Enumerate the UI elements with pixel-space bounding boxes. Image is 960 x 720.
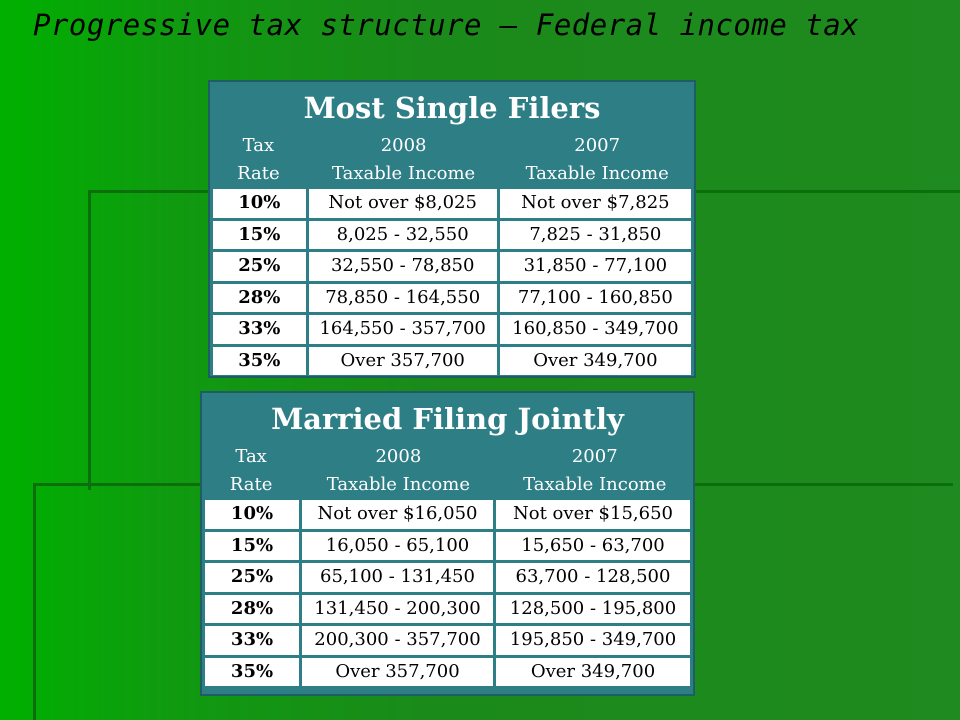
column-header: 2007 [574,135,621,156]
table-row: 25% 65,100 - 131,450 63,700 - 128,500 [205,563,690,592]
tax-rate-cell: 25% [213,252,309,281]
income-2007-cell: 160,850 - 349,700 [512,318,679,339]
income-2007-cell: 15,650 - 63,700 [521,534,665,556]
column-header: Taxable Income [525,163,669,184]
table-row: 35% Over 357,700 Over 349,700 [213,346,691,375]
table-header-row: Tax 2008 2007 [202,443,693,471]
income-2007-cell: Over 349,700 [530,660,656,682]
column-header: Rate [237,163,280,184]
column-header: Taxable Income [331,163,476,184]
table-body: 10% Not over $8,025 Not over $7,825 15% … [213,189,691,375]
table-row: 33% 164,550 - 357,700 160,850 - 349,700 [213,315,691,344]
tax-rate-cell: 33% [205,626,302,655]
income-2008-cell: Over 357,700 [302,657,496,686]
income-2008-cell: 8,025 - 32,550 [309,220,500,249]
income-2007-cell: 63,700 - 128,500 [515,566,671,587]
decorative-line [88,190,91,490]
column-header: 2007 [571,446,618,467]
income-2008-cell: 164,550 - 357,700 [309,315,500,344]
table-row: 15% 8,025 - 32,550 7,825 - 31,850 [213,220,691,249]
column-header: 2008 [375,446,422,467]
income-2008-cell: Not over $16,050 [302,500,496,529]
income-2007-cell: 77,100 - 160,850 [517,286,673,308]
table-title: Most Single Filers [303,91,601,125]
table-header-row: Tax 2008 2007 [210,132,694,160]
tax-rate-cell: 10% [213,189,309,218]
tax-rate-cell: 28% [213,283,309,312]
table-row: 33% 200,300 - 357,700 195,850 - 349,700 [205,626,690,655]
income-2008-cell: 32,550 - 78,850 [309,252,500,281]
income-2007-cell: 195,850 - 349,700 [509,629,677,650]
income-2008-cell: Not over $8,025 [309,189,500,218]
table-row: 28% 78,850 - 164,550 77,100 - 160,850 [213,283,691,312]
income-2007-cell: 7,825 - 31,850 [529,223,662,245]
income-2007-cell: 31,850 - 77,100 [523,255,668,276]
column-header: Taxable Income [326,474,470,495]
table-row: 10% Not over $8,025 Not over $7,825 [213,189,691,218]
tax-rate-cell: 15% [205,531,302,560]
tax-rate-cell: 10% [205,500,302,529]
table-body: 10% Not over $16,050 Not over $15,650 15… [205,500,690,686]
column-header: Tax [235,446,267,467]
tax-rate-cell: 35% [205,657,302,686]
column-header: Tax [242,135,275,156]
tax-rate-cell: 33% [213,315,309,344]
tax-rate-cell: 25% [205,563,302,592]
income-2007-cell: Over 349,700 [533,349,658,371]
column-header: Taxable Income [523,474,667,495]
slide-title: Progressive tax structure – Federal inco… [33,8,860,42]
decorative-line [855,190,960,193]
column-header: 2008 [380,135,427,156]
income-2008-cell: 65,100 - 131,450 [302,563,496,592]
tax-rate-cell: 15% [213,220,309,249]
income-2008-cell: 200,300 - 357,700 [302,626,496,655]
tax-rate-cell: 28% [205,594,302,623]
income-2008-cell: 16,050 - 65,100 [302,531,496,560]
table-header-row: Rate Taxable Income Taxable Income [210,160,694,188]
single-filers-table: Most Single Filers Tax 2008 2007 Rate Ta… [208,80,696,378]
income-2007-cell: Not over $7,825 [521,192,670,213]
table-row: 28% 131,450 - 200,300 128,500 - 195,800 [205,594,690,623]
table-row: 25% 32,550 - 78,850 31,850 - 77,100 [213,252,691,281]
table-row: 35% Over 357,700 Over 349,700 [205,657,690,686]
table-row: 10% Not over $16,050 Not over $15,650 [205,500,690,529]
income-2008-cell: 78,850 - 164,550 [309,283,500,312]
column-header: Rate [229,474,273,495]
decorative-line [33,483,36,720]
married-filing-jointly-table: Married Filing Jointly Tax 2008 2007 Rat… [200,391,695,696]
income-2008-cell: 131,450 - 200,300 [302,594,496,623]
income-2007-cell: Not over $15,650 [513,503,673,524]
income-2007-cell: 128,500 - 195,800 [509,597,677,619]
table-title: Married Filing Jointly [271,402,624,436]
table-header-row: Rate Taxable Income Taxable Income [202,471,693,499]
tax-rate-cell: 35% [213,346,309,375]
table-row: 15% 16,050 - 65,100 15,650 - 63,700 [205,531,690,560]
income-2008-cell: Over 357,700 [309,346,500,375]
